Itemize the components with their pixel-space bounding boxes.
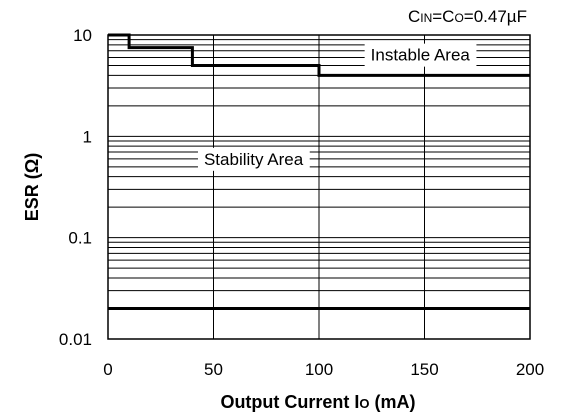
- x-tick-label: 200: [516, 360, 544, 379]
- region-label-background: [197, 147, 310, 171]
- cin-subscript: IN: [420, 11, 432, 25]
- x-tick-label: 50: [204, 360, 223, 379]
- series-lines: [108, 33, 530, 310]
- annot-value: =0.47µF: [464, 7, 527, 26]
- x-tick-label: 100: [305, 360, 333, 379]
- region-labels: Instable Area Stability Area: [197, 43, 477, 171]
- cin-letter: C: [408, 7, 420, 26]
- y-tick-labels: 0.01 0.1 1 10: [59, 26, 92, 349]
- x-tick-label: 0: [103, 360, 112, 379]
- major-gridlines: [107, 34, 531, 340]
- y-tick-label: 0.1: [68, 229, 92, 248]
- x-tick-label: 150: [410, 360, 438, 379]
- y-axis-title: ESR (Ω): [22, 153, 42, 221]
- capacitance-annotation: CIN=CO=0.47µF: [408, 7, 527, 26]
- x-axis-title-subscript: O: [359, 396, 369, 411]
- region-label: Stability Area: [204, 150, 304, 169]
- x-tick-labels: 0 50 100 150 200: [103, 360, 544, 379]
- region-label: Instable Area: [371, 46, 471, 65]
- x-axis-title: Output Current IO (mA): [220, 392, 415, 412]
- co-subscript: O: [454, 11, 463, 25]
- plot-frame: [107, 34, 531, 340]
- region-label-background: [364, 43, 477, 67]
- x-axis-title-main: Output Current I: [220, 392, 359, 412]
- y-tick-label: 1: [83, 127, 92, 146]
- annot-eq-co: =C: [432, 7, 454, 26]
- upper-esr-limit-line: [108, 33, 530, 77]
- y-tick-label: 10: [73, 26, 92, 45]
- x-axis-title-tail: (mA): [370, 392, 416, 412]
- y-tick-label: 0.01: [59, 330, 92, 349]
